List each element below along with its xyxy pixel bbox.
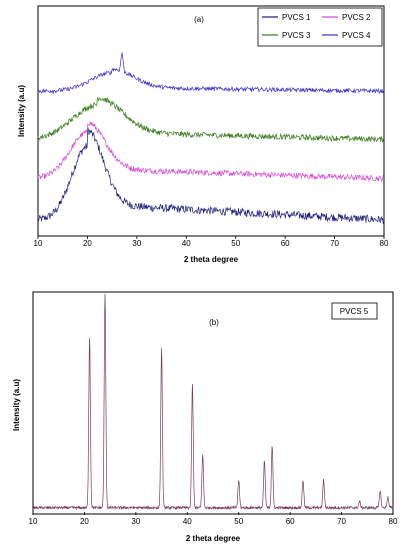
legend-box-b (331, 302, 378, 320)
x-tick-label: 40 (183, 517, 192, 526)
x-tick-label: 20 (80, 517, 89, 526)
x-tick-label: 20 (83, 239, 92, 248)
x-tick-label: 60 (286, 517, 295, 526)
legend-entry: PVCS 4 (342, 31, 371, 40)
x-tick-label: 60 (281, 239, 290, 248)
series-line-pvcs-1 (37, 127, 385, 224)
x-ticks-b: 10 20 30 40 50 60 70 80 (29, 512, 398, 526)
x-tick-label: 10 (29, 517, 38, 526)
x-tick-label: 50 (234, 517, 243, 526)
series-group-b (32, 293, 394, 511)
y-axis-label-a: Intensity (a.u) (17, 85, 26, 137)
x-tick-label: 30 (132, 239, 141, 248)
x-tick-label: 40 (182, 239, 191, 248)
series-group-a (37, 51, 385, 224)
plot-frame-a (37, 5, 385, 237)
x-axis-label-b: 2 theta degree (186, 534, 241, 543)
legend-label-b: PVCS 5 (340, 307, 369, 316)
x-tick-label: 70 (330, 239, 339, 248)
x-tick-label: 50 (231, 239, 240, 248)
plot-frame-b (32, 291, 394, 515)
panel-label-a: (a) (194, 15, 204, 24)
series-line-pvcs-2 (37, 121, 385, 183)
chart-panel-b: 10 20 30 40 50 60 70 80 (b) PVCS 5 2 theta degr… (12, 291, 398, 543)
legend-a: PVCS 1 PVCS 2 PVCS 3 PVCS 4 (257, 7, 383, 47)
chart-panel-a: 10 20 30 40 50 60 70 80 (a) 2 theta degree Inte… (17, 5, 389, 264)
x-ticks-a: 10 20 30 40 50 60 70 80 (34, 236, 389, 248)
x-tick-label: 80 (380, 239, 389, 248)
series-line-pvcs-4 (37, 51, 385, 95)
x-tick-label: 10 (34, 239, 43, 248)
x-tick-label: 80 (389, 517, 398, 526)
x-axis-label-a: 2 theta degree (184, 255, 239, 264)
legend-entry: PVCS 2 (342, 13, 371, 22)
y-axis-label-b: Intensity (a.u) (12, 379, 21, 431)
series-line-pvcs-5 (32, 293, 394, 511)
legend-box-a (257, 7, 383, 47)
panel-label-b: (b) (209, 318, 219, 327)
legend-entry: PVCS 3 (282, 31, 311, 40)
x-tick-label: 30 (131, 517, 140, 526)
series-line-pvcs-3 (37, 96, 385, 143)
legend-entry: PVCS 1 (282, 13, 311, 22)
x-tick-label: 70 (337, 517, 346, 526)
